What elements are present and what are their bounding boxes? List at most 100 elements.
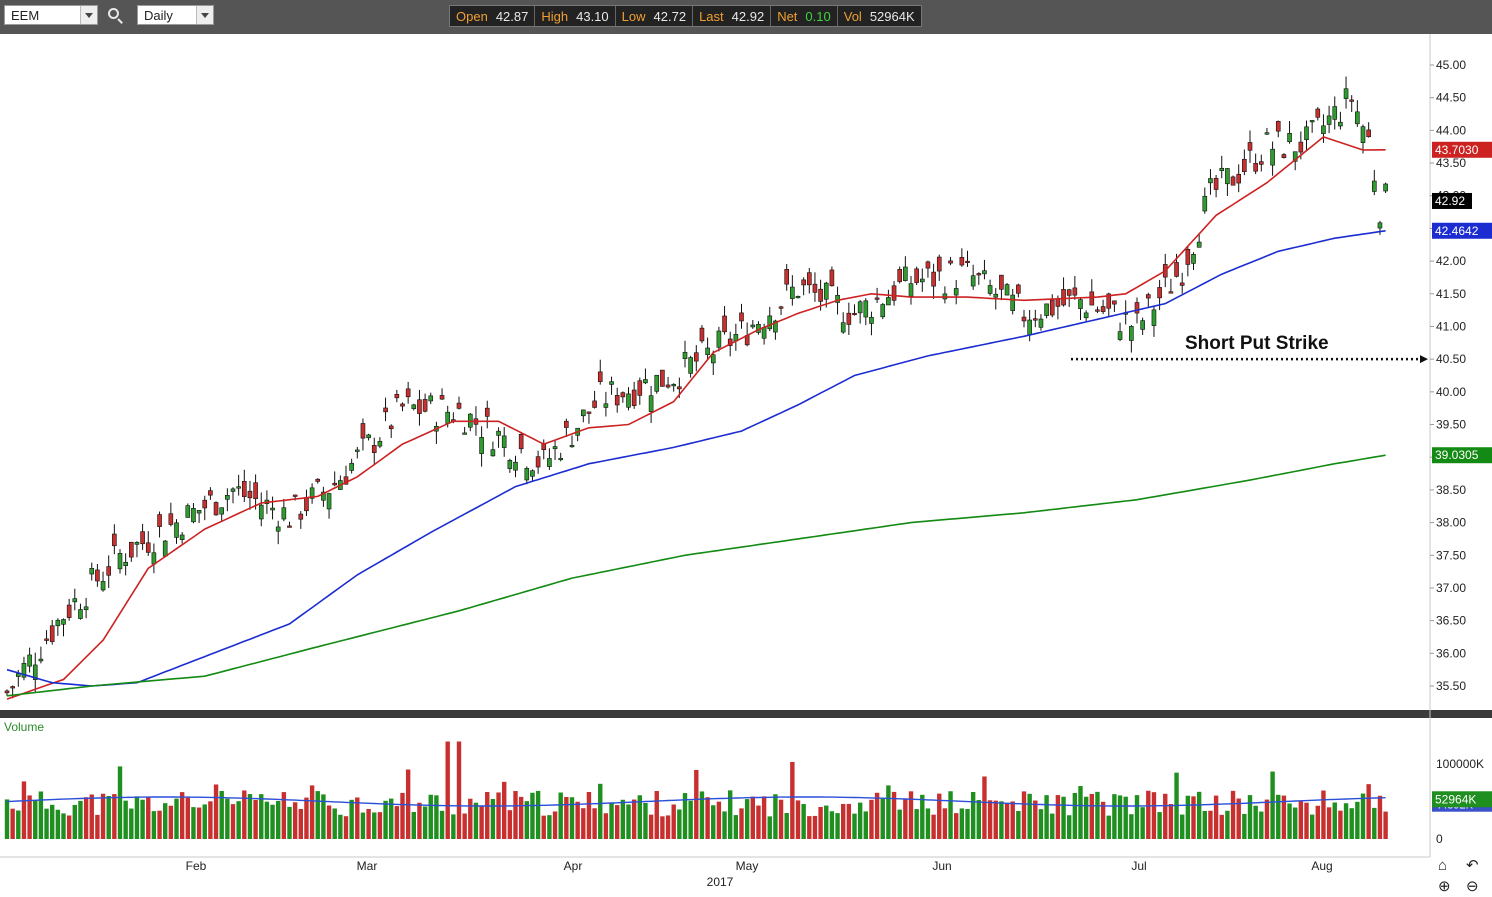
quote-label: Net — [777, 8, 798, 24]
quote-value: 52964K — [869, 8, 915, 24]
candle-up — [428, 395, 434, 402]
zoom-out-icon[interactable]: ⊖ — [1466, 878, 1479, 895]
candle-down — [360, 423, 366, 439]
volume-bar-down — [1366, 784, 1371, 839]
candle-down — [976, 273, 982, 276]
candle-up — [1338, 121, 1343, 127]
volume-bar-down — [157, 810, 162, 839]
volume-bar-up — [535, 790, 541, 839]
volume-bar-down — [1298, 800, 1304, 839]
volume-bar-down — [756, 805, 761, 839]
volume-bar-up — [451, 814, 456, 839]
candle-down — [405, 388, 411, 398]
candle-down — [1033, 318, 1038, 321]
candle-up — [354, 449, 360, 452]
volume-bar-up — [434, 795, 439, 839]
volume-bar-up — [236, 801, 241, 839]
moving-average-line — [6, 136, 1386, 700]
volume-bar-up — [247, 794, 253, 839]
candle-down — [129, 541, 134, 558]
candle-up — [750, 324, 756, 328]
candle-up — [1360, 126, 1366, 143]
volume-bar-up — [999, 801, 1004, 839]
candle-up — [1321, 125, 1326, 134]
candle-down — [253, 482, 258, 500]
candle-up — [185, 505, 191, 518]
candle-down — [247, 490, 253, 499]
symbol-input[interactable]: EEM — [4, 5, 98, 25]
volume-bar-up — [976, 800, 981, 839]
candle-up — [1196, 241, 1202, 248]
candle-down — [1179, 282, 1185, 286]
volume-bar-up — [1270, 771, 1275, 839]
symbol-dropdown-icon[interactable] — [80, 6, 97, 24]
volume-bar-down — [518, 796, 524, 839]
volume-bar-down — [648, 814, 654, 839]
candle-down — [1174, 262, 1179, 277]
quote-open: Open 42.87 — [450, 6, 536, 26]
volume-bar-down — [1264, 799, 1270, 839]
volume-bar-down — [552, 811, 558, 839]
zoom-in-icon[interactable]: ⊕ — [1438, 878, 1451, 895]
candle-down — [722, 315, 727, 333]
volume-bar-down — [485, 792, 490, 839]
undo-icon[interactable]: ↶ — [1466, 857, 1479, 874]
time-tick-label: Aug — [1311, 859, 1332, 873]
moving-average-line — [6, 454, 1386, 697]
candle-down — [1061, 289, 1066, 306]
volume-bar-up — [349, 799, 354, 839]
candle-down — [959, 257, 965, 266]
volume-bar-down — [982, 776, 987, 839]
candle-down — [614, 394, 620, 406]
candle-up — [705, 347, 710, 355]
candle-up — [1202, 195, 1208, 212]
search-icon[interactable] — [108, 8, 119, 19]
candle-down — [891, 285, 897, 301]
volume-bar-down — [168, 805, 174, 839]
period-dropdown-icon[interactable] — [196, 6, 213, 24]
candle-down — [1066, 289, 1072, 296]
volume-bar-down — [841, 803, 846, 839]
candle-down — [1242, 158, 1247, 173]
candle-down — [818, 288, 823, 302]
candle-up — [1372, 180, 1377, 192]
candle-up — [1038, 318, 1044, 328]
candle-up — [795, 296, 801, 299]
period-select[interactable]: Daily — [137, 5, 214, 25]
ma-value-badge — [1432, 447, 1492, 464]
candle-down — [484, 407, 490, 417]
volume-bar-down — [146, 796, 151, 839]
volume-bar-up — [530, 792, 535, 839]
candle-up — [479, 437, 484, 454]
candle-down — [213, 502, 219, 516]
volume-bar-up — [1027, 793, 1032, 839]
volume-bar-down — [185, 797, 190, 839]
candle-up — [219, 507, 224, 515]
volume-bar-down — [795, 800, 801, 839]
home-icon[interactable]: ⌂ — [1438, 857, 1448, 874]
volume-bar-down — [931, 814, 936, 839]
candle-up — [1304, 126, 1309, 141]
candle-down — [417, 399, 422, 414]
volume-bar-up — [688, 800, 693, 839]
candle-up — [1027, 319, 1032, 336]
price-tick-label: 37.00 — [1436, 581, 1466, 595]
candle-down — [343, 476, 349, 485]
volume-bar-up — [914, 809, 919, 839]
volume-bar-up — [140, 799, 145, 839]
volume-bar-up — [1067, 815, 1072, 839]
candle-down — [439, 395, 445, 400]
volume-bar-down — [750, 796, 755, 839]
volume-bar-down — [665, 815, 671, 839]
volume-bar-up — [411, 811, 416, 839]
candle-up — [1292, 151, 1298, 162]
volume-bar-down — [716, 801, 722, 839]
volume-bar-down — [27, 795, 32, 839]
candle-down — [1247, 142, 1253, 151]
volume-bar-down — [903, 799, 908, 839]
volume-bar-down — [993, 800, 998, 839]
volume-bar-down — [400, 792, 405, 839]
volume-bar-up — [1157, 812, 1162, 839]
volume-bar-up — [134, 796, 140, 839]
